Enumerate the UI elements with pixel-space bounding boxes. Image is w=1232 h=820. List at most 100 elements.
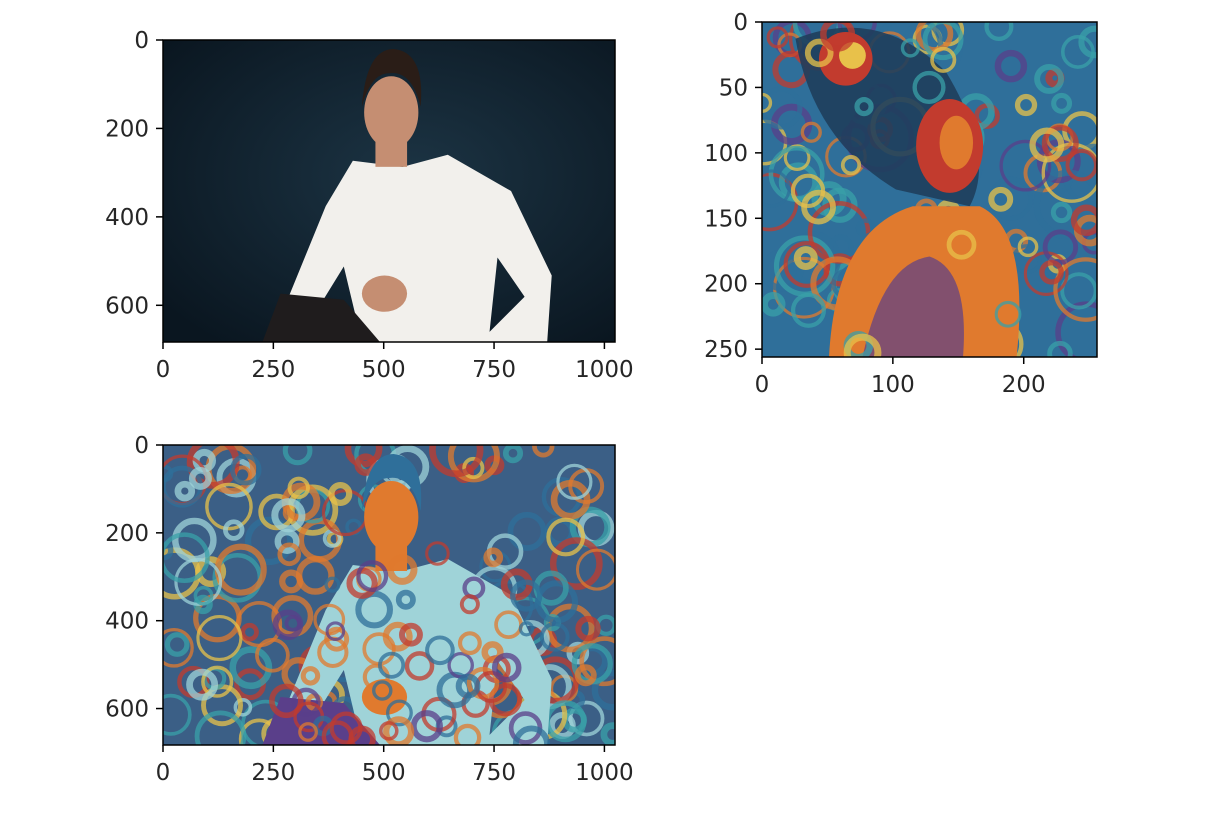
swirl-stroke [1042,229,1079,265]
swirl-stroke [453,723,482,745]
swirl-stroke [994,300,1022,328]
swirl-stroke [550,479,591,520]
style-image-panel: 0 100 200 0 50 100 150 200 250 [660,0,1220,420]
y-tick-label: 400 [105,205,149,231]
swirl-stroke [329,711,363,745]
swirl-stroke [512,725,551,745]
swirl-stroke [1070,204,1097,236]
x-tick-label: 200 [1002,372,1046,398]
swirl-stroke [915,22,954,53]
content-image-axes: 0 250 500 750 1000 0 200 400 600 [105,28,634,383]
swirl-stroke [900,38,920,58]
y-tick-label: 600 [105,293,149,319]
swirl-stroke [386,554,418,585]
swirl-stroke [201,665,234,698]
swirl-stroke [984,22,1014,42]
swirl-stroke [325,621,346,642]
swirl-stroke [548,712,576,740]
swirl-stroke [783,144,811,172]
swirl-stroke [1014,93,1038,117]
swirl-stroke [429,445,484,478]
axes-frame [162,39,616,343]
stylized-image-axes: 0 250 500 750 1000 0 200 400 600 [105,433,634,786]
swirl-stroke [163,693,192,736]
swirl-stroke [1065,148,1097,182]
swirl-stroke [188,466,212,490]
style-image-axes: 0 100 200 0 50 100 150 200 250 [704,10,1098,398]
stylized-image-panel: 0 250 500 750 1000 0 200 400 600 [0,405,660,815]
swirl-stroke [186,668,219,701]
swirl-stroke [271,498,306,533]
swirl-stroke [1039,260,1064,285]
x-tick-label: 500 [362,760,406,786]
swirl-stroke [425,635,455,666]
swirl-stroke [164,632,190,657]
swirl-stroke [556,463,593,500]
y-tick-label: 0 [134,433,149,459]
body-shadow [862,256,964,357]
y-tick-label: 200 [704,272,748,298]
swirl-stroke [912,70,946,104]
swirl-stroke [579,636,615,687]
swirl-stroke [855,218,876,239]
swirl-stroke [1060,34,1095,69]
swirl-stroke [457,631,482,656]
swirl-stroke [379,721,399,741]
swirl-stroke [766,26,789,49]
swirl-stroke [793,246,818,271]
y-tick-label: 400 [105,609,149,635]
y-tick-label: 600 [105,697,149,723]
swirl-stroke [255,637,290,673]
stylized-image [163,445,615,745]
swirl-stroke [284,614,302,632]
swirl-stroke [532,445,555,458]
swirl-stroke [946,229,977,260]
swirl-stroke [783,241,831,288]
swirl-stroke [804,38,834,68]
swirl-stroke [510,579,543,612]
y-tick-label: 150 [704,206,748,232]
swirl-stroke [574,664,597,687]
swirl-stroke [843,333,882,357]
swirl-stroke [1060,272,1097,310]
y-tick-label: 0 [733,10,748,36]
y-tick-label: 50 [719,75,748,101]
swirl-stroke [1053,257,1097,322]
swirl-stroke [575,548,615,591]
swirl-stroke [324,626,350,652]
swirl-stroke [459,594,480,615]
swirl-stroke [922,22,964,61]
swirl-stroke [399,622,423,647]
content-image [163,40,615,342]
swirl-stroke [269,683,304,719]
swirl-stroke [575,615,601,642]
swirl-stroke [549,537,603,590]
swirl-stroke [196,614,243,662]
hair-shape [361,49,422,107]
swirl-stroke [999,139,1052,192]
swirl-stroke [344,445,383,468]
swirl-stroke [195,556,227,588]
swirl-stroke [174,558,223,606]
swirl-stroke [346,567,378,599]
x-tick-label: 1000 [575,760,634,786]
swirl-stroke [233,698,253,717]
swirl-stroke [1047,340,1073,357]
y-tick-label: 200 [105,521,149,547]
swirl-stroke [354,453,378,476]
swirl-stroke [372,680,393,701]
face-highlight [939,115,974,170]
swirl-stroke [481,641,504,664]
swirl-stroke [193,593,242,643]
swirl-stroke [455,673,481,699]
swirl-stroke [244,516,294,566]
swirl-stroke [840,155,862,176]
swirl-stroke [591,669,615,711]
swirl-stroke [425,541,450,566]
x-tick-label: 750 [472,357,516,383]
swirl-stroke [1078,25,1097,59]
swirl-stroke [355,590,393,629]
swirl-stroke [762,169,791,208]
swirl-stroke [291,687,321,717]
swirl-stroke [1050,201,1073,224]
